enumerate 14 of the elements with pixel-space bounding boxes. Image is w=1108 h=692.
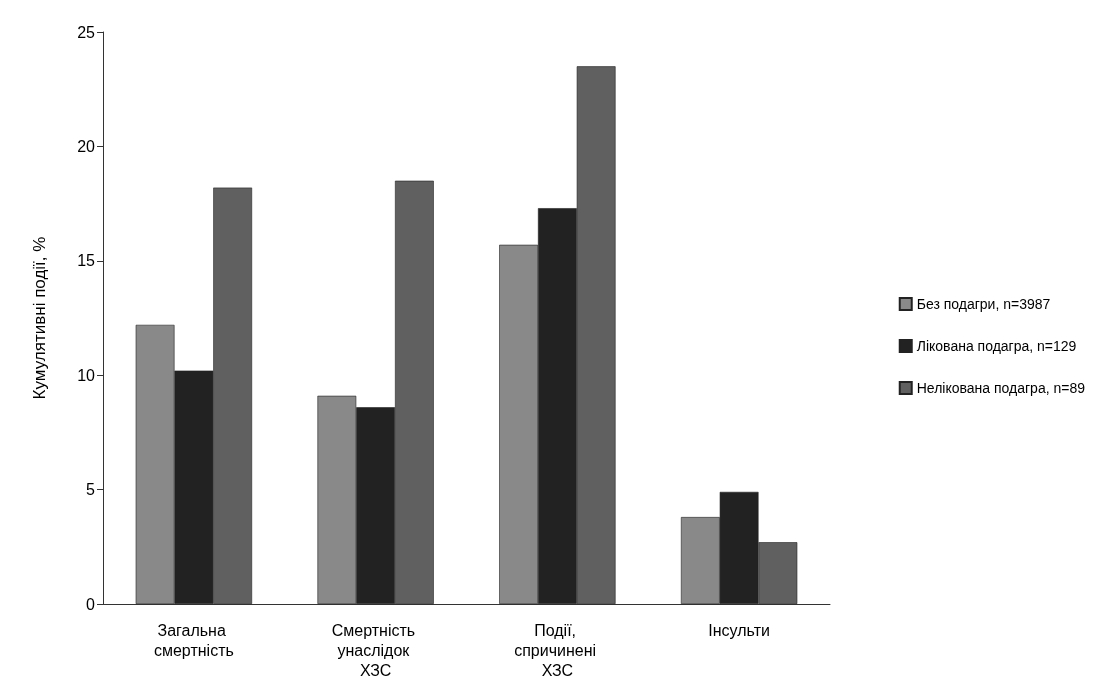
legend-label: Без подагри, n=3987 bbox=[916, 296, 1051, 312]
x-tick-label: Смертність унаслідок ХЗС bbox=[331, 621, 420, 679]
legend-label: Нелікована подагра, n=89 bbox=[916, 380, 1086, 396]
y-tick-label: 20 bbox=[77, 137, 96, 155]
x-tick-label: Інсульти bbox=[708, 621, 770, 639]
y-axis-title: Кумулятивні події, % bbox=[30, 236, 49, 400]
x-tick-label: Події, спричинені ХЗС bbox=[514, 621, 601, 679]
y-tick-label: 0 bbox=[86, 595, 96, 613]
y-tick-label: 15 bbox=[77, 252, 96, 270]
y-tick-label: 5 bbox=[86, 481, 96, 499]
legend-label: Лікована подагра, n=129 bbox=[916, 338, 1077, 354]
y-tick-label: 25 bbox=[77, 23, 96, 41]
x-tick-label: Загальна смертність bbox=[153, 621, 234, 659]
y-tick-label: 10 bbox=[77, 366, 96, 384]
